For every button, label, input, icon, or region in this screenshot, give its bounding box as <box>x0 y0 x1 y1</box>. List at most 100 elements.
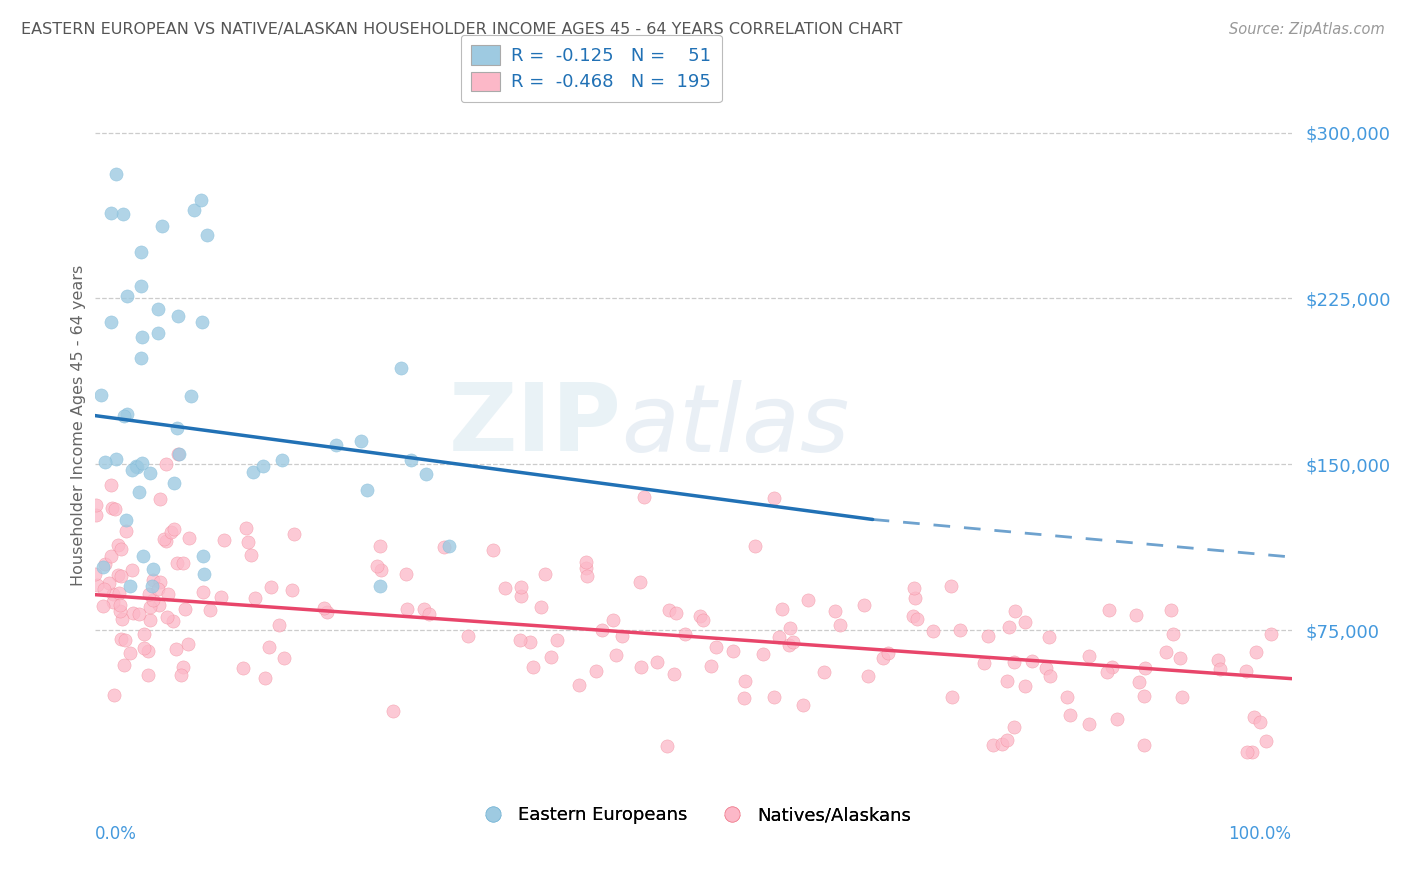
Point <box>160 524 183 539</box>
Point <box>191 549 214 563</box>
Point <box>658 602 681 616</box>
Point <box>190 194 212 208</box>
Point <box>232 661 254 675</box>
Point <box>163 521 186 535</box>
Point <box>576 569 599 583</box>
Point <box>721 644 744 658</box>
Point <box>830 618 852 632</box>
Point <box>110 542 132 557</box>
Point <box>155 533 177 548</box>
Point <box>107 568 129 582</box>
Point <box>1133 739 1156 753</box>
Point <box>136 644 159 658</box>
Point <box>692 613 714 627</box>
Point <box>108 598 131 612</box>
Point <box>132 549 155 563</box>
Point <box>156 610 179 624</box>
Point <box>1154 645 1177 659</box>
Point <box>117 407 139 421</box>
Point <box>146 301 169 316</box>
Point <box>1002 656 1025 670</box>
Point <box>103 587 125 601</box>
Point <box>1021 654 1043 668</box>
Point <box>1056 690 1078 705</box>
Point <box>1128 674 1150 689</box>
Point <box>768 630 790 644</box>
Point <box>115 289 138 303</box>
Point <box>664 667 686 681</box>
Y-axis label: Householder Income Ages 45 - 64 years: Householder Income Ages 45 - 64 years <box>72 265 86 586</box>
Point <box>107 585 129 599</box>
Point <box>235 521 257 535</box>
Point <box>125 458 148 473</box>
Point <box>1077 716 1099 731</box>
Point <box>166 556 188 570</box>
Point <box>91 560 114 574</box>
Point <box>142 574 165 588</box>
Point <box>325 437 347 451</box>
Point <box>585 664 607 678</box>
Point <box>1125 608 1147 623</box>
Point <box>112 409 135 423</box>
Point <box>1240 745 1263 759</box>
Point <box>1004 604 1026 618</box>
Point <box>115 513 138 527</box>
Point <box>107 537 129 551</box>
Point <box>128 607 150 622</box>
Point <box>105 167 128 181</box>
Point <box>673 627 696 641</box>
Point <box>98 575 121 590</box>
Point <box>142 562 165 576</box>
Text: EASTERN EUROPEAN VS NATIVE/ALASKAN HOUSEHOLDER INCOME AGES 45 - 64 YEARS CORRELA: EASTERN EUROPEAN VS NATIVE/ALASKAN HOUSE… <box>21 22 903 37</box>
Point <box>172 660 194 674</box>
Point <box>575 560 598 574</box>
Point <box>242 465 264 479</box>
Point <box>209 590 232 604</box>
Point <box>239 549 262 563</box>
Point <box>129 244 152 259</box>
Point <box>316 605 339 619</box>
Point <box>751 648 773 662</box>
Point <box>1234 664 1257 678</box>
Point <box>139 599 162 614</box>
Point <box>183 202 205 217</box>
Point <box>941 690 963 705</box>
Point <box>155 458 177 472</box>
Point <box>1035 661 1057 675</box>
Point <box>129 278 152 293</box>
Point <box>995 673 1018 688</box>
Point <box>105 452 128 467</box>
Point <box>252 458 274 473</box>
Text: ZIP: ZIP <box>449 379 621 472</box>
Point <box>1260 627 1282 641</box>
Point <box>165 642 187 657</box>
Point <box>991 737 1014 751</box>
Point <box>973 656 995 670</box>
Point <box>1161 627 1184 641</box>
Point <box>395 566 418 581</box>
Point <box>778 638 800 652</box>
Point <box>163 476 186 491</box>
Point <box>762 491 785 505</box>
Point <box>1014 679 1036 693</box>
Point <box>84 498 107 512</box>
Point <box>415 467 437 481</box>
Point <box>254 671 277 685</box>
Text: atlas: atlas <box>621 380 849 471</box>
Point <box>1236 745 1258 759</box>
Point <box>101 500 124 515</box>
Point <box>734 673 756 688</box>
Point <box>901 609 924 624</box>
Point <box>1160 603 1182 617</box>
Point <box>509 632 531 647</box>
Point <box>457 629 479 643</box>
Point <box>179 532 201 546</box>
Point <box>271 453 294 467</box>
Point <box>166 447 188 461</box>
Point <box>118 646 141 660</box>
Point <box>533 567 555 582</box>
Point <box>700 658 723 673</box>
Point <box>437 539 460 553</box>
Point <box>156 587 179 601</box>
Point <box>193 585 215 599</box>
